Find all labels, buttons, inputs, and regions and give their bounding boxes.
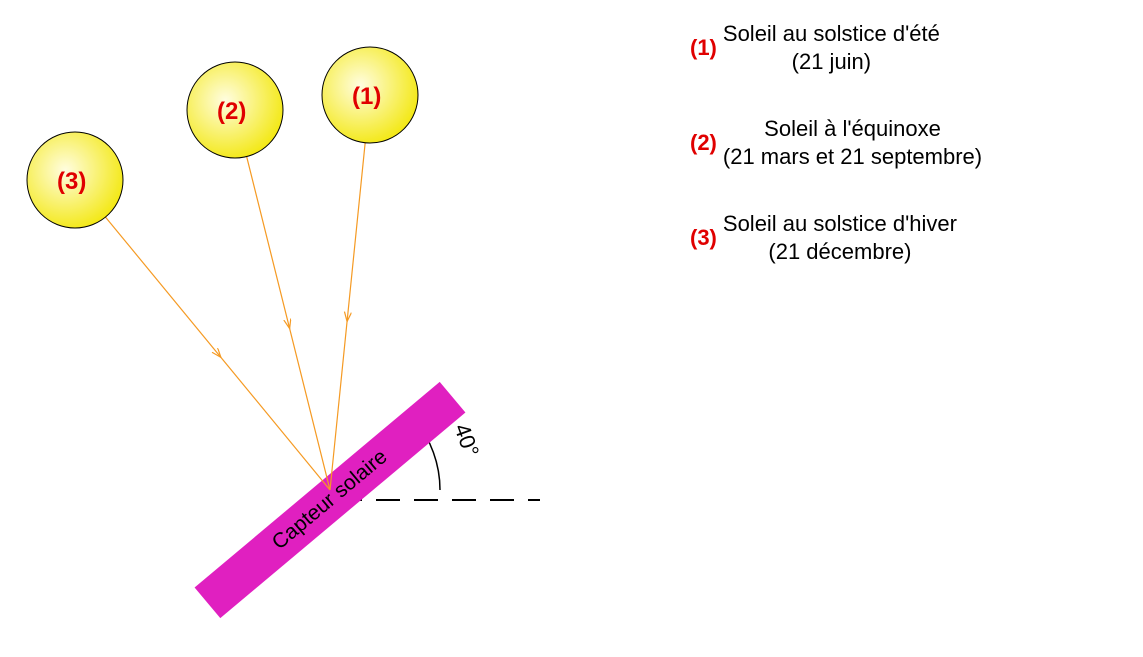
legend-item-2: (2) Soleil à l'équinoxe (21 mars et 21 s… (690, 115, 1130, 170)
legend-num-1: (1) (690, 35, 717, 61)
legend-line1-3: Soleil au solstice d'hiver (723, 211, 957, 236)
legend: (1) Soleil au solstice d'été (21 juin) (… (690, 20, 1130, 305)
legend-line1-2: Soleil à l'équinoxe (764, 116, 941, 141)
legend-line2-3: (21 décembre) (723, 238, 957, 266)
legend-num-3: (3) (690, 225, 717, 251)
svg-text:Capteur solaire: Capteur solaire (268, 445, 392, 554)
sun-label-3: (3) (57, 168, 86, 196)
legend-text-3: Soleil au solstice d'hiver (21 décembre) (723, 210, 957, 265)
legend-item-3: (3) Soleil au solstice d'hiver (21 décem… (690, 210, 1130, 265)
legend-line2-1: (21 juin) (723, 48, 940, 76)
legend-text-2: Soleil à l'équinoxe (21 mars et 21 septe… (723, 115, 982, 170)
legend-text-1: Soleil au solstice d'été (21 juin) (723, 20, 940, 75)
legend-num-2: (2) (690, 130, 717, 156)
legend-line1-1: Soleil au solstice d'été (723, 21, 940, 46)
legend-item-1: (1) Soleil au solstice d'été (21 juin) (690, 20, 1130, 75)
diagram-stage: 40° Capteur solaire (1) (2) (3) (1) Soleil … (0, 0, 1143, 657)
legend-line2-2: (21 mars et 21 septembre) (723, 143, 982, 171)
svg-text:40°: 40° (449, 420, 484, 460)
sun-label-1: (1) (352, 83, 381, 111)
sun-label-2: (2) (217, 98, 246, 126)
